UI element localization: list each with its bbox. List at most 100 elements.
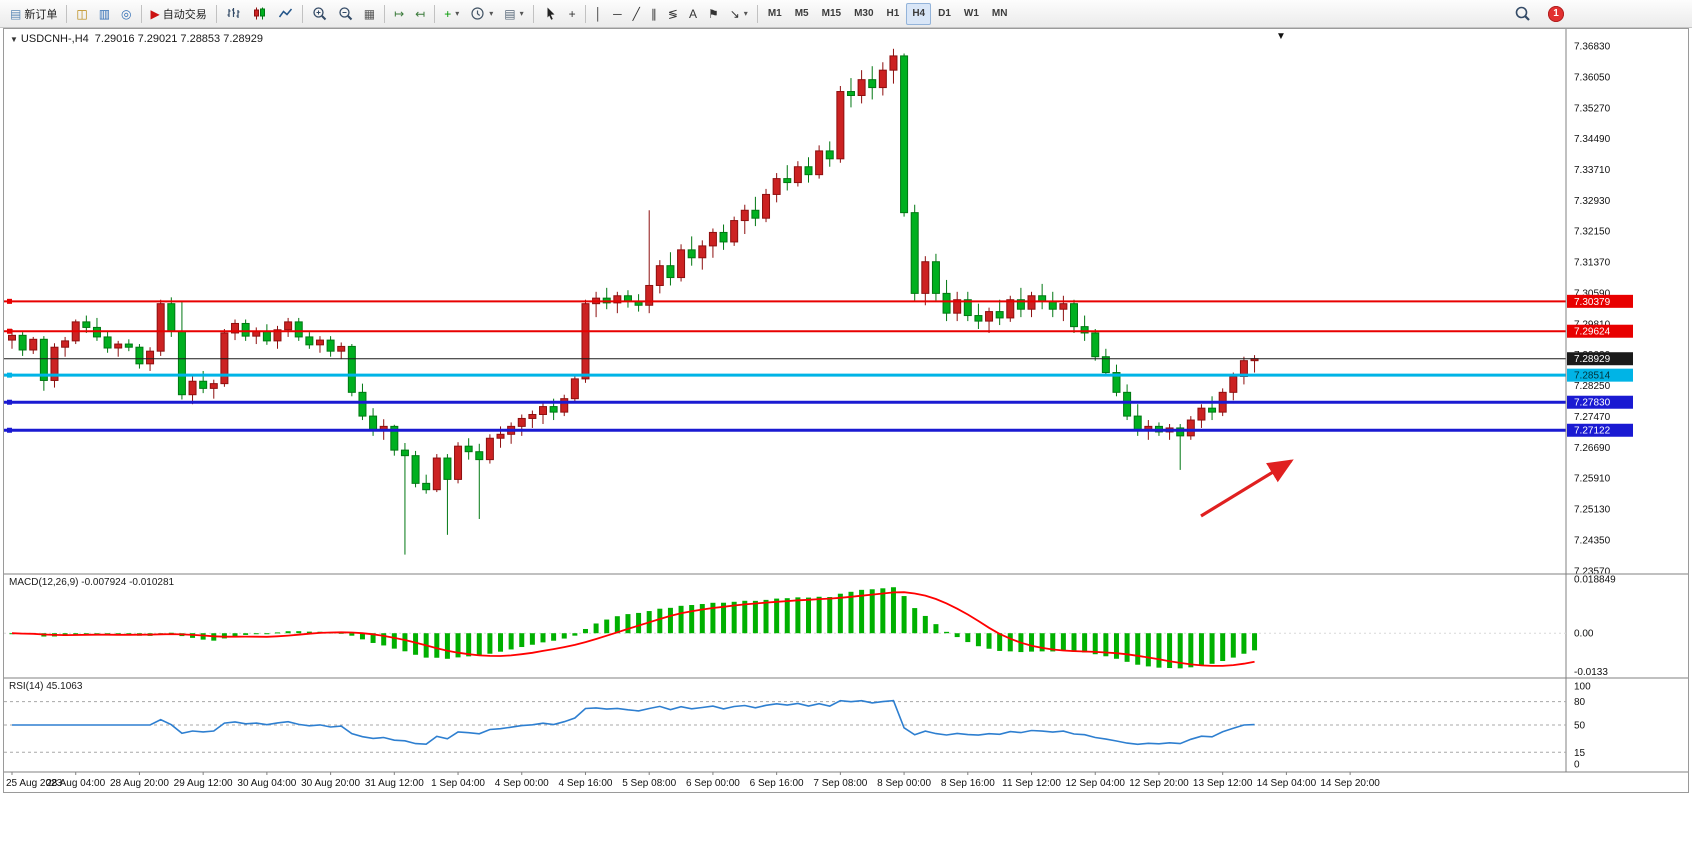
horizontal-line-button[interactable]: ─ (608, 3, 627, 25)
autotrading-button[interactable]: ▶ 自动交易 (146, 3, 212, 25)
trendline-button[interactable]: ╱ (628, 3, 645, 25)
svg-text:100: 100 (1574, 682, 1591, 693)
auto-scroll-button[interactable]: ↦ (389, 3, 409, 25)
chart-shift-marker[interactable]: ▼ (1276, 31, 1286, 42)
auto-scroll-icon: ↦ (394, 6, 405, 21)
timeframe-m15-button[interactable]: M15 (816, 3, 847, 25)
timeframe-m5-button[interactable]: M5 (789, 3, 815, 25)
cursor-button[interactable] (538, 3, 563, 25)
ohlc-readout: 7.29016 7.29021 7.28853 7.28929 (94, 33, 263, 45)
new-order-button[interactable]: ▤ 新订单 (5, 3, 62, 25)
svg-text:8 Sep 16:00: 8 Sep 16:00 (941, 778, 995, 789)
svg-text:25 Aug 2023: 25 Aug 2023 (6, 778, 63, 789)
toolbar-group-scroll: ↦ ↤ (389, 3, 430, 25)
market-watch-button[interactable]: ▥ (94, 3, 115, 25)
svg-text:30 Aug 04:00: 30 Aug 04:00 (237, 778, 296, 789)
symbol-dropdown-icon[interactable]: ▼ (10, 35, 18, 44)
toolbar-separator (140, 4, 142, 23)
timeframe-mn-button[interactable]: MN (986, 3, 1014, 25)
crosshair-icon: + (568, 6, 576, 21)
market-watch-icon: ▥ (98, 6, 111, 21)
navigator-button[interactable]: ◎ (116, 3, 136, 25)
dropdown-caret-icon: ▾ (743, 9, 748, 18)
templates-button[interactable]: ▤ ▾ (499, 3, 528, 25)
channel-button[interactable]: ∥ (646, 3, 662, 25)
timeframe-m30-button[interactable]: M30 (848, 3, 879, 25)
toolbar-group-windows: ◫ ▥ ◎ (71, 3, 136, 25)
chart-line-button[interactable] (273, 3, 298, 25)
zoom-out-button[interactable] (333, 3, 358, 25)
vertical-line-icon: │ (594, 6, 603, 21)
periods-button[interactable]: ▾ (465, 3, 498, 25)
toolbar-group-right: 1 (1510, 3, 1569, 25)
toolbar-separator (532, 4, 534, 23)
chart-candles-button[interactable] (247, 3, 272, 25)
candles (8, 48, 1259, 555)
horizontal-line-objects[interactable] (4, 298, 1566, 433)
tile-windows-button[interactable]: ▦ (359, 3, 380, 25)
toolbar-group-chart-type (221, 3, 298, 25)
svg-text:7.27830: 7.27830 (1574, 398, 1611, 409)
search-button[interactable] (1510, 3, 1535, 25)
notification-badge[interactable]: 1 (1543, 3, 1569, 25)
svg-text:13 Sep 12:00: 13 Sep 12:00 (1193, 778, 1253, 789)
svg-text:7.35270: 7.35270 (1574, 103, 1611, 114)
vertical-line-button[interactable]: │ (590, 3, 608, 25)
svg-text:28 Aug 20:00: 28 Aug 20:00 (110, 778, 169, 789)
svg-text:80: 80 (1574, 697, 1586, 708)
timeframe-h1-button-label: H1 (886, 8, 900, 19)
tile-windows-icon: ▦ (363, 6, 376, 21)
svg-text:31 Aug 12:00: 31 Aug 12:00 (365, 778, 424, 789)
toolbar-group-timeframes: M1 M5 M15 M30 H1 H4 D1 W1 MN (762, 2, 1014, 25)
svg-text:7.27122: 7.27122 (1574, 426, 1611, 437)
tick-chart-button[interactable]: ◫ (71, 3, 92, 25)
dropdown-caret-icon: ▾ (519, 9, 524, 18)
svg-text:▼: ▼ (1276, 31, 1286, 42)
timeframe-w1-button-label: W1 (963, 8, 979, 19)
crosshair-button[interactable]: + (564, 3, 581, 25)
svg-text:15: 15 (1574, 748, 1586, 759)
timeframe-h1-button[interactable]: H1 (881, 3, 906, 25)
chart-shift-button[interactable]: ↤ (410, 3, 430, 25)
timeframe-d1-button[interactable]: D1 (932, 3, 957, 25)
macd-indicator-label: MACD(12,26,9) -0.007924 -0.010281 (9, 577, 175, 588)
toolbar-separator (584, 4, 586, 23)
timeframe-h4-button[interactable]: H4 (906, 2, 932, 25)
symbol-readout[interactable]: ▼ USDCNH-,H4 7.29016 7.29021 7.28853 7.289… (10, 33, 263, 45)
label-button[interactable]: ⚑ (703, 3, 724, 25)
timeframe-m1-button[interactable]: M1 (762, 3, 788, 25)
zoom-out-icon (339, 7, 352, 21)
timeframe-mn-button-label: MN (991, 8, 1008, 19)
svg-text:-0.0133: -0.0133 (1574, 667, 1608, 678)
toolbar-separator (66, 4, 68, 23)
svg-text:0.00: 0.00 (1574, 629, 1594, 640)
fibonacci-button[interactable]: ≶ (663, 3, 683, 25)
svg-text:12 Sep 20:00: 12 Sep 20:00 (1129, 778, 1189, 789)
navigator-icon: ◎ (121, 6, 132, 21)
chart-window: ▼ USDCNH-,H4 7.29016 7.29021 7.28853 7.289… (3, 28, 1689, 793)
svg-text:14 Sep 04:00: 14 Sep 04:00 (1257, 778, 1317, 789)
equidistant-channel-icon: ∥ (650, 6, 657, 21)
price-axis: 7.36830 7.36050 7.35270 7.34490 7.33710 7.329… (1574, 42, 1611, 578)
template-icon: ▤ (504, 6, 516, 21)
svg-text:7.23570: 7.23570 (1574, 566, 1611, 577)
toolbar-group-order: ▤ 新订单 (5, 3, 62, 25)
clock-icon (471, 7, 484, 20)
indicators-button[interactable]: + ▾ (439, 3, 464, 25)
svg-text:7.32150: 7.32150 (1574, 227, 1611, 238)
annotation-arrow[interactable] (1200, 459, 1294, 518)
chart-canvas[interactable]: 7.36830 7.36050 7.35270 7.34490 7.33710 7.329… (4, 29, 1688, 792)
arrows-button[interactable]: ↘ ▾ (725, 3, 753, 25)
rsi-panel: 100 80 50 150 (4, 682, 1591, 771)
autotrading-icon: ▶ (150, 6, 160, 21)
toolbar-separator (301, 4, 303, 23)
zoom-in-button[interactable] (307, 3, 332, 25)
autotrading-button-label: 自动交易 (162, 8, 207, 21)
chart-bars-button[interactable] (221, 3, 246, 25)
svg-text:7.30379: 7.30379 (1574, 297, 1611, 308)
svg-text:7.31370: 7.31370 (1574, 258, 1611, 269)
svg-text:7.32930: 7.32930 (1574, 196, 1611, 207)
timeframe-w1-button[interactable]: W1 (958, 3, 985, 25)
text-button[interactable]: A (684, 3, 702, 25)
